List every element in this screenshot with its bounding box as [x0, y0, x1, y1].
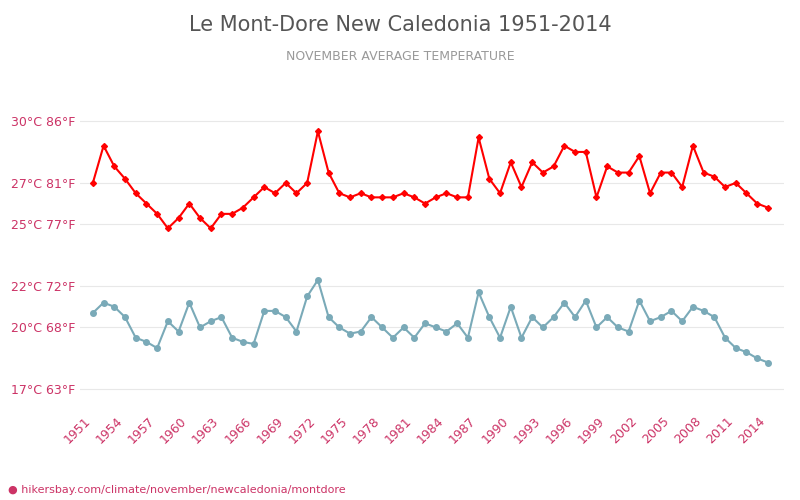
- DAY: [88, 180, 98, 186]
- NIGHT: [527, 314, 537, 320]
- DAY: [388, 194, 398, 200]
- Line: DAY: DAY: [90, 129, 770, 230]
- NIGHT: [474, 290, 483, 296]
- NIGHT: [313, 277, 322, 283]
- NIGHT: [431, 324, 441, 330]
- DAY: [442, 190, 451, 196]
- NIGHT: [538, 324, 548, 330]
- DAY: [538, 170, 548, 175]
- Line: NIGHT: NIGHT: [90, 277, 770, 366]
- DAY: [549, 164, 558, 170]
- NIGHT: [88, 310, 98, 316]
- Text: ● hikersbay.com/climate/november/newcaledonia/montdore: ● hikersbay.com/climate/november/newcale…: [8, 485, 346, 495]
- NIGHT: [378, 324, 387, 330]
- DAY: [163, 226, 173, 232]
- Text: Le Mont-Dore New Caledonia 1951-2014: Le Mont-Dore New Caledonia 1951-2014: [189, 15, 611, 35]
- DAY: [313, 128, 322, 134]
- Text: NOVEMBER AVERAGE TEMPERATURE: NOVEMBER AVERAGE TEMPERATURE: [286, 50, 514, 63]
- NIGHT: [763, 360, 773, 366]
- Y-axis label: TEMPERATURE: TEMPERATURE: [0, 210, 2, 290]
- DAY: [763, 204, 773, 210]
- NIGHT: [174, 328, 183, 334]
- DAY: [185, 200, 194, 206]
- DAY: [485, 176, 494, 182]
